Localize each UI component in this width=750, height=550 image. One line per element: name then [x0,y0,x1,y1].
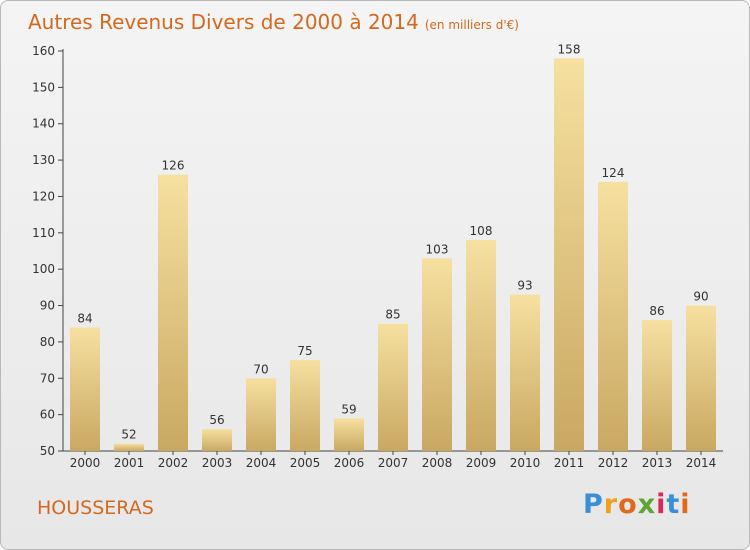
bar [334,418,364,451]
data-label: 158 [558,42,581,56]
x-tick-label: 2003 [202,456,233,470]
logo-letter: i [656,489,667,520]
y-tick-label: 120 [32,189,55,203]
bar [422,258,452,451]
logo-letter: o [618,489,638,520]
bar [290,360,320,451]
bar [158,174,188,452]
y-tick-label: 60 [40,408,55,422]
data-label: 108 [470,224,493,238]
data-label: 124 [602,166,625,180]
y-tick-label: 140 [32,117,55,131]
bar [598,181,628,451]
y-tick-label: 80 [40,335,55,349]
x-tick-label: 2014 [686,456,717,470]
axes: 50 60 70 80 90 100 110 120 130 140 150 160 2000 2001 2… [32,44,723,470]
bar [70,327,100,451]
x-tick-label: 2001 [114,456,145,470]
bar [510,294,540,451]
y-tick-label: 160 [32,44,55,58]
logo-letter: i [680,489,691,520]
y-tick-label: 70 [40,371,55,385]
bar [202,429,232,451]
x-tick-label: 2005 [290,456,321,470]
x-tick-label: 2011 [554,456,585,470]
data-label: 70 [253,362,268,376]
chart-title: Autres Revenus Divers de 2000 à 2014 (en … [28,10,519,34]
data-label: 86 [649,304,664,318]
x-tick-label: 2008 [422,456,453,470]
logo-letter: P [583,489,604,520]
logo-letter: x [637,489,657,520]
y-tick-label: 150 [32,80,55,94]
chart-subtitle: (en milliers d'€) [424,18,519,32]
bar [114,443,144,451]
bar [686,305,716,451]
x-tick-label: 2009 [466,456,497,470]
bar [466,240,496,451]
x-tick-label: 2012 [598,456,629,470]
commune-name: HOUSSERAS [37,497,154,519]
data-label: 84 [77,311,92,325]
data-label: 90 [693,290,708,304]
bar [378,323,408,451]
bar [642,320,672,451]
x-tick-label: 2000 [70,456,101,470]
x-tick-label: 2010 [510,456,541,470]
y-tick-label: 90 [40,299,55,313]
data-label: 52 [121,428,136,442]
x-tick-label: 2004 [246,456,277,470]
proxiti-logo: Proxiti [583,489,691,520]
data-label: 85 [385,308,400,322]
data-label: 103 [426,242,449,256]
data-label: 126 [162,159,185,173]
y-tick-label: 110 [32,226,55,240]
logo-letter: t [666,489,681,520]
y-tick-label: 100 [32,262,55,276]
data-label: 93 [517,279,532,293]
x-tick-label: 2006 [334,456,365,470]
logo-letter: r [603,489,619,520]
data-label: 75 [297,344,312,358]
x-tick-label: 2002 [158,456,189,470]
bars: 84 52 126 56 70 75 59 85 103 108 93 158 124 86 90 [70,42,716,452]
chart-title-text: Autres Revenus Divers de 2000 à 2014 [28,10,419,34]
data-label: 59 [341,402,356,416]
x-tick-label: 2013 [642,456,673,470]
data-label: 56 [209,413,224,427]
bar [554,58,584,451]
y-tick-label: 50 [40,444,55,458]
x-tick-label: 2007 [378,456,409,470]
y-tick-label: 130 [32,153,55,167]
bar [246,378,276,451]
